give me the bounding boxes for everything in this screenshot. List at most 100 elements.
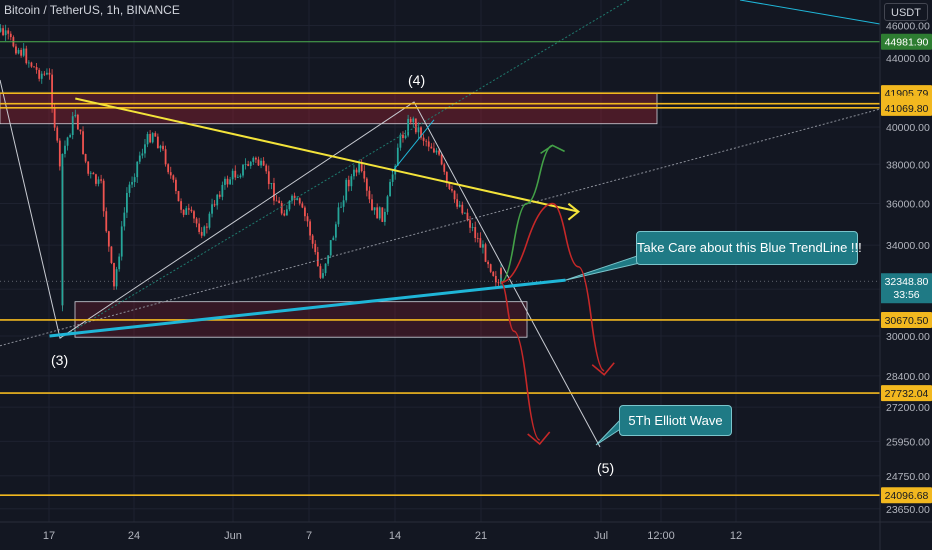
candle-body (110, 246, 113, 263)
candle-body (399, 134, 402, 148)
candle-body (0, 28, 2, 32)
candle-body (435, 150, 438, 153)
candle-body (218, 194, 221, 197)
candle-body (115, 269, 118, 287)
candle-body (213, 204, 216, 206)
candle-body (95, 174, 97, 184)
projection-arrow-head (591, 362, 615, 376)
level-price-label: 30670.50 (885, 315, 929, 327)
candle-body (497, 282, 500, 284)
candle-body (456, 199, 459, 207)
candle-body (288, 200, 291, 210)
candle-body (345, 179, 348, 201)
projection-arrow-head (540, 144, 565, 155)
candle-body (17, 49, 20, 54)
time-tick-label: 21 (475, 530, 487, 542)
candle-body (291, 195, 293, 201)
candle-body (476, 237, 479, 239)
candle-body (154, 133, 157, 137)
candle-body (35, 67, 38, 70)
candle-body (482, 244, 484, 248)
candle-body (172, 175, 175, 180)
candle-body (231, 170, 234, 180)
current-price-tag (881, 273, 932, 304)
candle-body (358, 162, 360, 173)
candle-body (87, 161, 90, 174)
candle-body (97, 179, 100, 184)
level-price-tag (881, 311, 932, 328)
candle-body (316, 252, 319, 267)
candle-body (389, 181, 391, 197)
candle-body (451, 188, 453, 191)
price-tick-label: 28400.00 (886, 371, 930, 383)
candle-body (301, 203, 304, 208)
candle-body (51, 74, 53, 108)
candle-body (384, 211, 386, 222)
candle-body (425, 140, 428, 142)
candle-body (239, 175, 242, 178)
candle-body (131, 182, 133, 185)
candle-body (9, 33, 12, 38)
candle-body (2, 28, 4, 36)
candle-body (200, 231, 203, 236)
candle-body (458, 204, 461, 207)
time-tick-label: 14 (389, 530, 401, 542)
candle-body (275, 200, 278, 202)
candle-body (350, 176, 353, 187)
candle-body (440, 154, 443, 165)
price-tick-label: 25950.00 (886, 436, 930, 448)
candle-body (146, 134, 149, 145)
candle-body (126, 192, 128, 213)
yellow-trendline (75, 97, 579, 213)
short-blue-line (391, 119, 435, 173)
projection-arrow-head (527, 431, 551, 446)
candle-body (120, 226, 123, 257)
candle-body (412, 118, 415, 123)
candle-body (443, 164, 446, 172)
candle-body (242, 164, 244, 176)
candle-body (15, 46, 17, 54)
candle-body (164, 149, 167, 165)
green-projection (500, 144, 553, 284)
candle-body (453, 190, 456, 200)
symbol-title: Bitcoin / TetherUS, 1h, BINANCE (4, 3, 180, 17)
candle-body (61, 153, 64, 306)
candle-body (74, 114, 77, 117)
candle-body (43, 73, 46, 75)
candle-body (414, 118, 417, 133)
wave-label-3: (3) (51, 352, 69, 368)
currency-button[interactable]: USDT (884, 3, 928, 21)
candle-body (4, 30, 7, 36)
candle-body (185, 208, 188, 215)
candle-body (84, 154, 87, 162)
candle-body (64, 145, 66, 154)
candle-body (149, 134, 152, 143)
candle-body (187, 208, 190, 210)
candle-body (156, 136, 159, 149)
candle-body (48, 72, 51, 75)
time-tick-label: 17 (43, 530, 55, 542)
candle-body (489, 264, 492, 272)
candle-body (371, 199, 373, 211)
price-axis[interactable]: 46000.0044000.0042000.0040000.0038000.00… (879, 0, 932, 550)
candle-body (337, 207, 340, 225)
candle-body (255, 157, 257, 160)
candle-body (211, 204, 213, 214)
time-tick-label: Jun (224, 530, 242, 542)
candle-body (373, 207, 376, 211)
wave-label-4: (4) (408, 72, 426, 88)
time-tick-label: 12 (730, 530, 742, 542)
level-boxes (0, 92, 658, 338)
time-axis[interactable]: 17 24 Jun 7 14 21 Jul 12:00 12 (0, 521, 932, 542)
candle-body (407, 118, 410, 136)
candle-body (56, 127, 59, 141)
teal-line (739, 0, 881, 25)
candle-body (76, 114, 79, 130)
candle-body (236, 177, 239, 178)
candle-body (324, 263, 327, 274)
candle-body (278, 200, 281, 204)
candle-body (404, 135, 407, 139)
candle-body (107, 231, 110, 247)
candle-body (123, 212, 126, 227)
